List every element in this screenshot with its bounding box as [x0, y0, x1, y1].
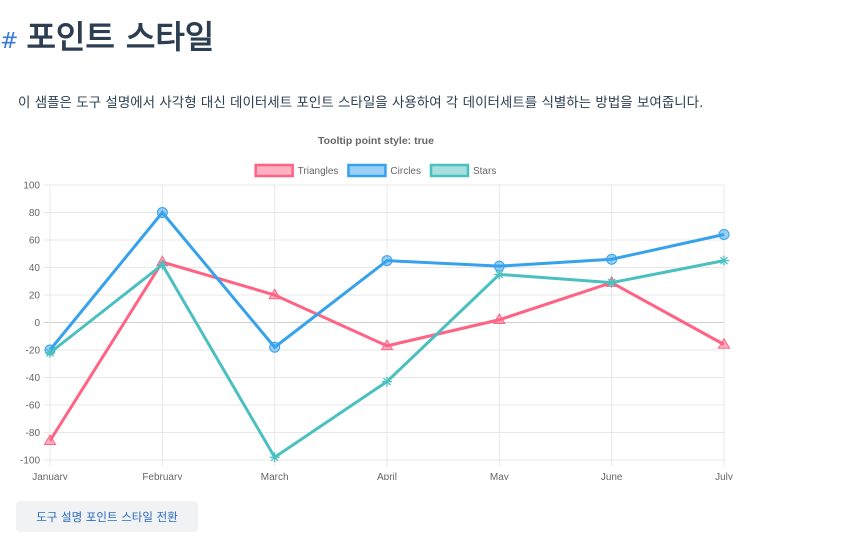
- y-tick-label: -40: [26, 373, 41, 384]
- y-tick-label: -100: [20, 456, 40, 467]
- triangle-point: [492, 313, 506, 325]
- star-point: [45, 347, 55, 358]
- star-point: [494, 269, 505, 280]
- triangle-point: [43, 434, 57, 446]
- chart-series[interactable]: [43, 207, 731, 463]
- chart-grid: [44, 184, 725, 466]
- y-tick-label: -20: [26, 346, 41, 357]
- x-tick-label: January: [32, 472, 68, 480]
- y-tick-label: 80: [29, 208, 41, 219]
- page-title: # 포인트 스타일: [0, 12, 214, 58]
- line-chart[interactable]: Tooltip point style: true Triangles Circl…: [0, 125, 865, 480]
- heading-anchor[interactable]: #: [0, 29, 19, 54]
- series-circles: [44, 207, 730, 356]
- y-tick-label: 60: [29, 236, 41, 247]
- x-tick-label: February: [142, 472, 182, 480]
- legend-swatch: [254, 163, 294, 178]
- series-stars: [45, 255, 729, 463]
- star-point: [719, 255, 729, 266]
- triangle-point: [717, 337, 731, 349]
- chart-title: Tooltip point style: true: [318, 135, 434, 147]
- legend-swatch: [347, 163, 387, 178]
- y-tick-label: 40: [29, 263, 41, 274]
- star-point: [382, 376, 392, 387]
- page-description: 이 샘플은 도구 설명에서 사각형 대신 데이터세트 포인트 스타일을 사용하여…: [18, 95, 704, 111]
- circle-point: [156, 207, 168, 218]
- legend-item-circles: Circles: [347, 163, 421, 178]
- circle-point: [606, 253, 618, 265]
- x-tick-label: June: [601, 472, 623, 480]
- y-axis: 100 80 60 40 20 0 -20 -40 -60 -80 -100: [20, 181, 40, 467]
- star-point: [157, 259, 168, 270]
- triangle-point: [380, 339, 394, 351]
- x-axis: January February March April May June July: [32, 472, 733, 480]
- legend-item-stars: Stars: [429, 163, 496, 178]
- legend-item-triangles: Triangles: [254, 163, 339, 178]
- toggle-tooltip-point-style-button[interactable]: 도구 설명 포인트 스타일 전환: [16, 501, 198, 532]
- page-title-text: 포인트 스타일: [26, 18, 215, 56]
- circle-point: [718, 229, 730, 240]
- y-tick-label: -80: [26, 428, 41, 439]
- triangle-point: [268, 288, 282, 300]
- legend-swatch: [429, 163, 470, 178]
- y-tick-label: 0: [34, 318, 40, 329]
- circle-point: [381, 255, 393, 267]
- x-tick-label: July: [715, 472, 733, 480]
- y-tick-label: 100: [23, 181, 40, 192]
- y-tick-label: 20: [29, 291, 41, 302]
- chart-legend: Triangles Circles Stars: [254, 163, 496, 178]
- star-point: [606, 277, 617, 288]
- legend-label: Stars: [473, 166, 496, 177]
- x-tick-label: May: [490, 472, 509, 480]
- x-tick-label: April: [377, 472, 397, 480]
- circle-point: [269, 341, 281, 353]
- legend-label: Triangles: [298, 166, 339, 177]
- y-tick-label: -60: [26, 401, 41, 412]
- star-point: [269, 452, 280, 463]
- legend-label: Circles: [390, 166, 421, 177]
- x-tick-label: March: [261, 472, 289, 480]
